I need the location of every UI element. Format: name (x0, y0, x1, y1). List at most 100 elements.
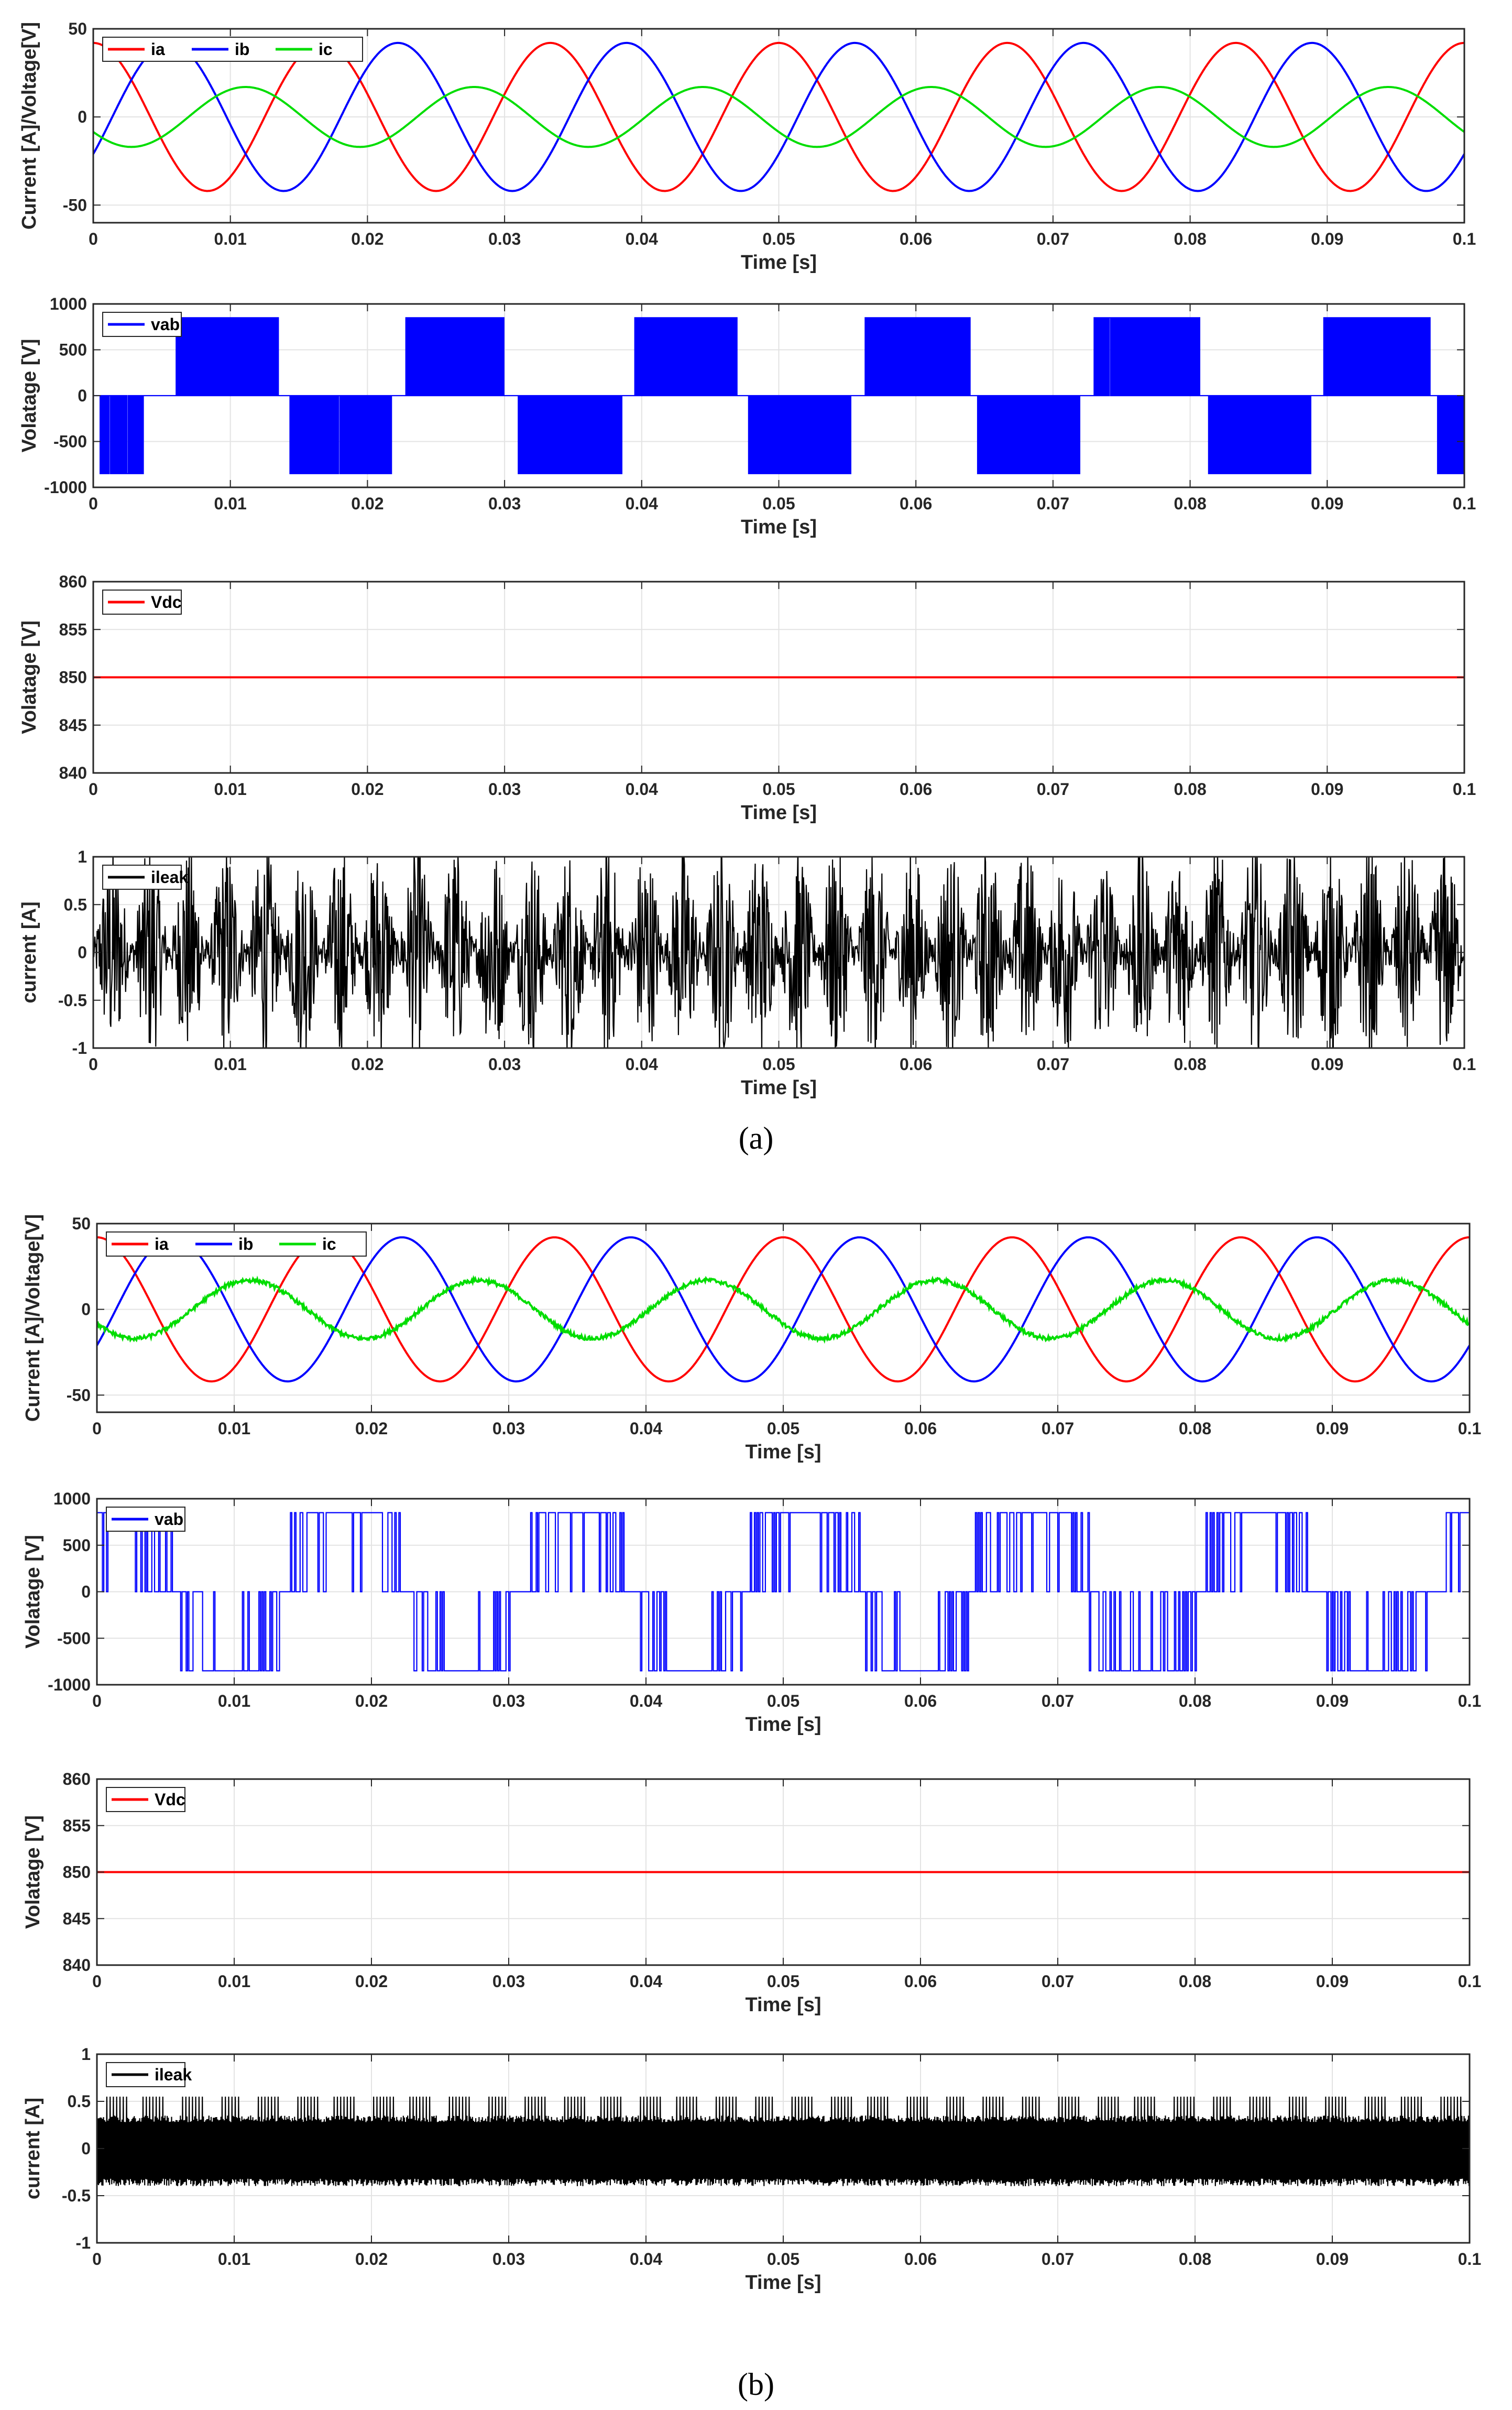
x-tick-label: 0.02 (355, 1972, 388, 1991)
x-tick-label: 0.03 (488, 780, 521, 799)
y-tick-label: -0.5 (58, 991, 87, 1010)
y-tick-label: 0.5 (64, 895, 87, 914)
x-tick-label: 0.01 (214, 780, 247, 799)
x-tick-label: 0.02 (351, 494, 384, 513)
x-tick-label: 0.05 (762, 494, 795, 513)
x-tick-label: 0.09 (1316, 1692, 1349, 1710)
caption-b: (b) (738, 2367, 774, 2402)
x-tick-label: 0.04 (630, 1972, 662, 1991)
x-tick-label: 0.08 (1179, 1419, 1211, 1438)
y-tick-label: -1000 (48, 1675, 91, 1694)
chart-panel-6: 0 0.01 0.02 0.03 0.04 0.05 0.06 0.07 0.08 0.09 0.1… (22, 1489, 1481, 1736)
legend: ileak (106, 2062, 192, 2087)
x-tick-label: 0.1 (1453, 494, 1476, 513)
x-tick-label: 0.05 (762, 230, 795, 248)
y-tick-label: 855 (63, 1816, 91, 1835)
x-tick-label: 0.07 (1037, 494, 1069, 513)
series-vab (97, 1512, 1470, 1672)
y-tick-label: -1 (76, 2233, 91, 2252)
y-tick-label: 0 (78, 943, 87, 962)
legend: vab (102, 312, 182, 337)
legend: vab (106, 1507, 185, 1532)
y-tick-label: 1000 (53, 1489, 91, 1508)
legend-label-Vdc: Vdc (151, 593, 182, 612)
x-tick-label: 0.08 (1174, 494, 1206, 513)
legend: Vdc (106, 1787, 185, 1812)
y-axis-label: Volatage [V] (22, 1815, 44, 1929)
y-tick-label: -1 (72, 1039, 87, 1057)
y-tick-label: 0 (78, 107, 87, 126)
x-axis-label: Time [s] (745, 1994, 821, 2016)
x-tick-label: 0.06 (900, 230, 932, 248)
x-tick-label: 0.08 (1179, 1972, 1211, 1991)
chart-panel-2: 0 0.01 0.02 0.03 0.04 0.05 0.06 0.07 0.08 0.09 0.1… (18, 295, 1476, 538)
x-tick-label: 0 (89, 230, 98, 248)
legend-label-ib: ib (235, 40, 249, 59)
y-axis-label: Current [A]/Voltage[V] (18, 22, 40, 230)
legend-label-ileak: ileak (151, 868, 188, 887)
x-tick-label: 0.09 (1311, 494, 1343, 513)
y-tick-label: 0 (78, 386, 87, 405)
y-tick-label: 0 (81, 1300, 91, 1319)
x-axis-label: Time [s] (745, 1441, 821, 1463)
x-tick-label: 0.09 (1311, 780, 1343, 799)
y-tick-label: 860 (63, 1770, 91, 1789)
x-tick-label: 0.08 (1179, 1692, 1211, 1710)
y-tick-label: 500 (59, 341, 87, 359)
x-tick-label: 0.1 (1458, 2250, 1481, 2269)
y-tick-label: 0 (81, 2139, 91, 2158)
x-tick-label: 0.07 (1042, 2250, 1074, 2269)
y-tick-label: 840 (59, 764, 87, 782)
series-ileak (97, 2096, 1470, 2187)
y-tick-label: 1 (81, 2045, 91, 2064)
x-axis-label: Time [s] (745, 1714, 821, 1736)
x-tick-label: 0.07 (1037, 780, 1069, 799)
x-tick-label: 0.09 (1311, 1055, 1343, 1074)
y-tick-label: -500 (53, 432, 87, 451)
x-tick-label: 0 (92, 1972, 102, 1991)
x-tick-label: 0 (92, 1419, 102, 1438)
x-tick-label: 0.03 (492, 2250, 525, 2269)
x-tick-label: 0.01 (218, 1972, 250, 1991)
x-tick-label: 0.03 (488, 230, 521, 248)
x-tick-label: 0 (92, 1692, 102, 1710)
x-axis-label: Time [s] (741, 252, 817, 274)
x-tick-label: 0.04 (626, 494, 658, 513)
x-tick-label: 0.06 (904, 1972, 937, 1991)
y-tick-label: 50 (72, 1214, 91, 1233)
x-tick-label: 0.06 (904, 2250, 937, 2269)
x-tick-label: 0.1 (1458, 1972, 1481, 1991)
x-tick-label: 0.03 (488, 1055, 521, 1074)
series-ib (93, 41, 1464, 192)
x-tick-label: 0.03 (492, 1692, 525, 1710)
x-tick-label: 0.01 (218, 1419, 250, 1438)
y-tick-label: 500 (63, 1536, 91, 1555)
x-tick-label: 0.06 (904, 1419, 937, 1438)
y-axis-label: Volatage [V] (18, 339, 40, 453)
y-tick-label: 0 (81, 1583, 91, 1601)
x-tick-label: 0.01 (214, 494, 247, 513)
x-tick-label: 0.02 (351, 230, 384, 248)
y-axis-label: Current [A]/Voltage[V] (22, 1214, 44, 1422)
x-tick-label: 0.05 (767, 1692, 799, 1710)
series-vab (93, 317, 1464, 474)
x-tick-label: 0.05 (767, 2250, 799, 2269)
y-tick-label: 845 (63, 1909, 91, 1928)
x-tick-label: 0.1 (1453, 780, 1476, 799)
y-tick-label: 860 (59, 572, 87, 591)
x-tick-label: 0.1 (1458, 1419, 1481, 1438)
x-tick-label: 0.04 (626, 780, 658, 799)
x-tick-label: 0.02 (355, 1692, 388, 1710)
x-tick-label: 0.08 (1179, 2250, 1211, 2269)
series-ib (97, 1236, 1470, 1383)
legend: ileak (102, 865, 188, 890)
legend-label-ib: ib (238, 1235, 253, 1253)
legend-label-vab: vab (155, 1510, 183, 1529)
x-tick-label: 0.06 (900, 780, 932, 799)
x-tick-label: 0.07 (1042, 1419, 1074, 1438)
y-tick-label: 845 (59, 716, 87, 735)
legend: Vdc (102, 590, 182, 615)
y-axis-label: Volatage [V] (22, 1535, 44, 1649)
legend-label-ia: ia (151, 40, 165, 59)
legend-label-ia: ia (155, 1235, 169, 1253)
